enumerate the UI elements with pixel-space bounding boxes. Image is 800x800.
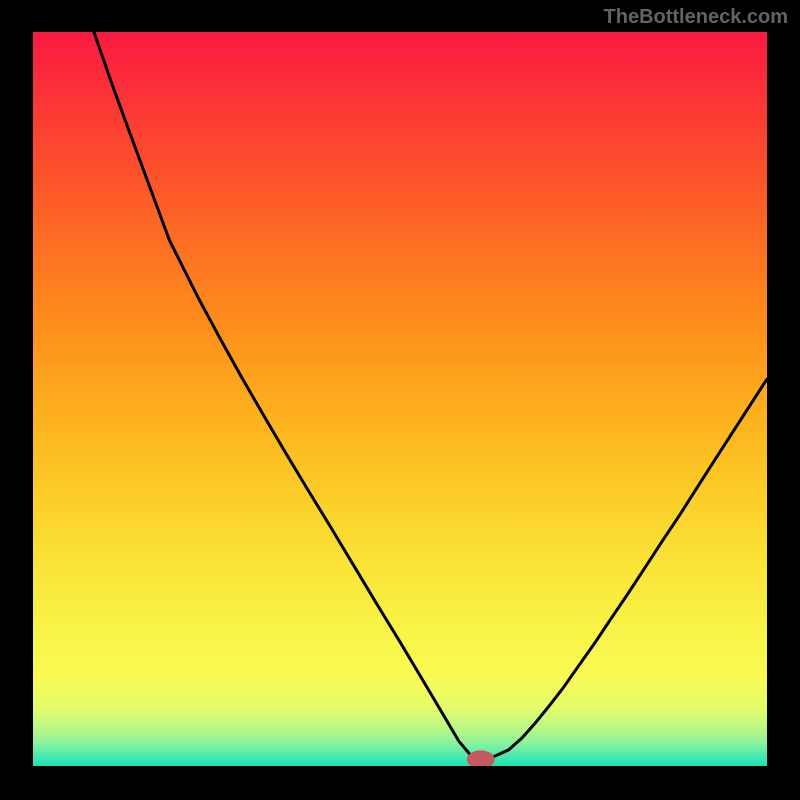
chart-background — [33, 32, 767, 766]
watermark-text: TheBottleneck.com — [604, 6, 788, 29]
chart-plot-area — [33, 32, 767, 766]
chart-svg — [33, 32, 767, 766]
